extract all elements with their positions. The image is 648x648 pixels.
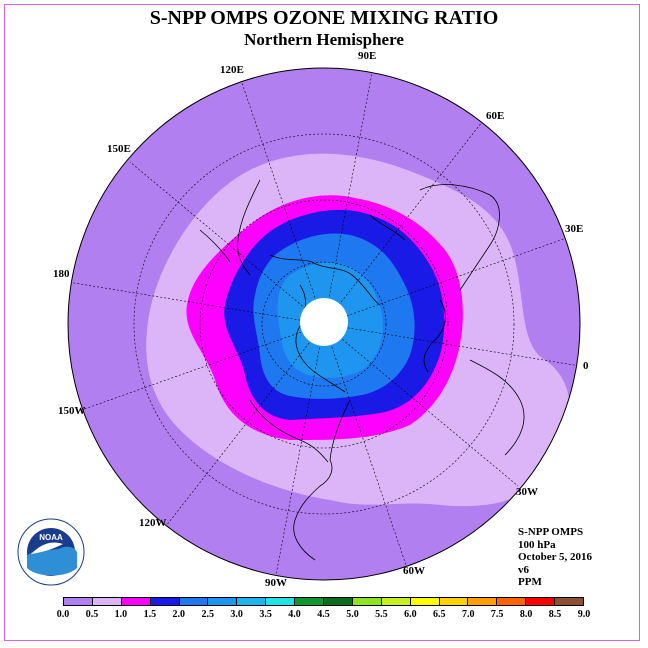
graticule xyxy=(68,68,580,580)
globe-outline xyxy=(67,67,581,581)
colorbar-tick-label: 6.0 xyxy=(404,609,417,620)
colorbar-tick-label: 3.5 xyxy=(259,609,272,620)
lon-label-120w: 120W xyxy=(139,517,167,529)
colorbar-tick-label: 5.5 xyxy=(375,609,388,620)
chart-subtitle: Northern Hemisphere xyxy=(244,30,404,49)
colorbar-tick-label: 8.5 xyxy=(548,609,562,620)
colorbar-swatch xyxy=(324,598,353,605)
colorbar-tick-label: 9.0 xyxy=(577,609,591,620)
lon-label-150w: 150W xyxy=(58,405,86,417)
colorbar-tick-label: 7.0 xyxy=(461,609,475,620)
info-block: S-NPP OMPS 100 hPa October 5, 2016 v6 PP… xyxy=(518,526,592,589)
colorbar-swatch xyxy=(381,598,411,605)
colorbar-tick-label: 0.5 xyxy=(85,609,99,620)
colorbar-tick-label: 4.0 xyxy=(288,609,301,620)
colorbar-tick-label: 0.0 xyxy=(56,609,70,620)
colorbar-swatch xyxy=(64,598,93,605)
info-pressure: 100 hPa xyxy=(518,538,556,551)
figure-frame xyxy=(4,4,640,641)
info-version: v6 xyxy=(518,563,529,576)
missing-data-pole xyxy=(300,298,348,346)
lon-label-30e: 30E xyxy=(565,223,584,235)
colorbar-tick-label: 2.5 xyxy=(201,609,214,620)
colorbar-swatch xyxy=(526,598,556,605)
colorbar-swatch xyxy=(237,598,267,605)
lon-label-150e: 150E xyxy=(107,143,131,155)
colorbar-tick-label: 5.0 xyxy=(346,609,359,620)
lon-label-90e: 90E xyxy=(358,50,377,62)
logo-text: NOAA xyxy=(39,533,63,542)
colorbar-swatch xyxy=(439,598,469,605)
colorbar-swatch xyxy=(410,598,440,605)
colorbar-swatch xyxy=(92,598,122,605)
colorbar-tick-label: 1.0 xyxy=(114,609,128,620)
colorbar-swatch xyxy=(468,598,498,605)
noaa-logo-icon: NOAA xyxy=(17,518,85,586)
colorbar-tick-label: 1.5 xyxy=(143,609,157,620)
lon-label-60w: 60W xyxy=(403,565,425,577)
colorbar-tick-label: 4.5 xyxy=(317,609,330,620)
colorbar-swatch xyxy=(266,598,296,605)
chart-title: S-NPP OMPS OZONE MIXING RATIO xyxy=(149,7,499,29)
lon-label-90w: 90W xyxy=(265,577,287,589)
colorbar-tick-label: 6.5 xyxy=(433,609,446,620)
colorbar-tick-label: 8.0 xyxy=(519,609,533,620)
lon-label-30w: 30W xyxy=(516,486,538,498)
colorbar-tick-label: 7.5 xyxy=(490,609,504,620)
info-date: October 5, 2016 xyxy=(518,551,593,563)
colorbar-swatch xyxy=(497,598,527,605)
colorbar-tick-label: 3.0 xyxy=(230,609,243,620)
colorbar-swatch xyxy=(208,598,238,605)
colorbar-swatch xyxy=(352,598,382,605)
lon-label-60e: 60E xyxy=(486,110,505,122)
lon-label-120e: 120E xyxy=(220,64,244,76)
colorbar-swatch xyxy=(121,598,151,605)
lon-label-0: 0 xyxy=(583,360,589,372)
colorbar xyxy=(63,597,584,606)
info-instrument: S-NPP OMPS xyxy=(518,526,584,538)
info-units: PPM xyxy=(518,576,542,588)
colorbar-swatch xyxy=(295,598,325,605)
colorbar-swatch xyxy=(555,598,584,605)
lon-label-180: 180 xyxy=(53,268,70,280)
colorbar-tick-label: 2.0 xyxy=(172,609,186,620)
colorbar-swatch xyxy=(179,598,209,605)
colorbar-swatch xyxy=(150,598,180,605)
